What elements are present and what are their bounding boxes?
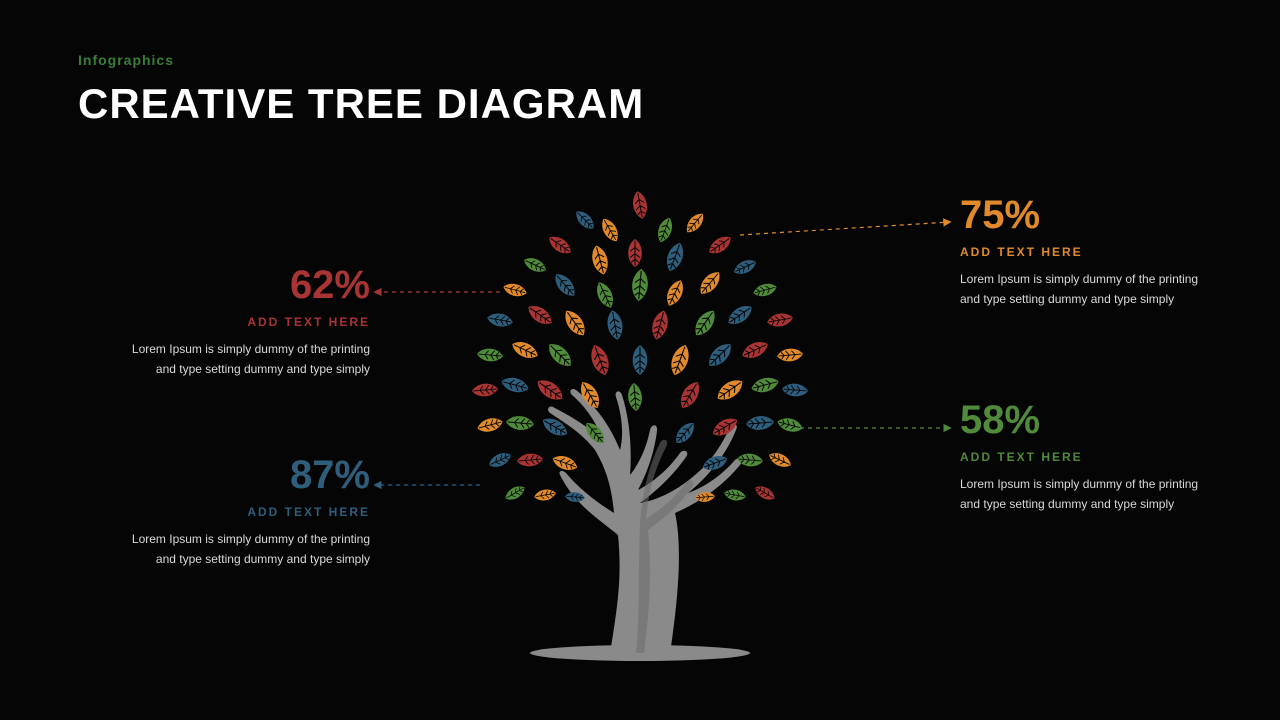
leaf-icon — [676, 378, 704, 411]
leaf-icon — [503, 483, 527, 503]
leaf-icon — [631, 190, 649, 220]
tree-trunk — [548, 389, 741, 653]
tree-leaves — [471, 190, 808, 503]
leaf-icon — [690, 307, 719, 340]
leaf-icon — [587, 342, 613, 377]
leaf-icon — [534, 375, 567, 404]
leaf-icon — [589, 244, 611, 277]
leaf-icon — [725, 301, 756, 328]
leaf-icon — [628, 239, 642, 267]
callout-value: 62% — [110, 265, 370, 305]
leaf-icon — [476, 348, 503, 363]
leaf-icon — [739, 338, 770, 362]
callout-subtitle: ADD TEXT HERE — [110, 505, 370, 519]
eyebrow-label: Infographics — [78, 52, 644, 68]
leaf-icon — [551, 270, 579, 300]
leaf-icon — [723, 488, 747, 502]
leaf-icon — [533, 488, 557, 502]
leaf-icon — [476, 416, 504, 435]
leaf-icon — [672, 419, 698, 447]
tree-diagram — [400, 175, 880, 675]
leaf-icon — [706, 232, 735, 257]
callout-value: 87% — [110, 455, 370, 495]
leaf-icon — [572, 207, 597, 232]
leaf-icon — [776, 348, 803, 363]
leaf-icon — [655, 216, 676, 245]
callout-blue: 87% ADD TEXT HERE Lorem Ipsum is simply … — [110, 455, 370, 570]
leaf-icon — [683, 210, 707, 236]
leaf-icon — [471, 383, 498, 398]
leaf-icon — [598, 216, 622, 245]
leaf-icon — [750, 375, 781, 395]
leaf-icon — [500, 375, 531, 395]
callout-description: Lorem Ipsum is simply dummy of the print… — [110, 339, 370, 380]
callout-description: Lorem Ipsum is simply dummy of the print… — [960, 269, 1220, 310]
callout-orange: 75% ADD TEXT HERE Lorem Ipsum is simply … — [960, 195, 1220, 310]
leaf-icon — [781, 383, 808, 398]
leaf-icon — [633, 345, 648, 375]
leaf-icon — [704, 339, 736, 371]
callout-value: 58% — [960, 400, 1220, 440]
callout-description: Lorem Ipsum is simply dummy of the print… — [110, 529, 370, 570]
leaf-icon — [560, 307, 589, 340]
leaf-icon — [486, 312, 514, 329]
callout-subtitle: ADD TEXT HERE — [960, 245, 1220, 259]
header: Infographics CREATIVE TREE DIAGRAM — [78, 52, 644, 128]
callout-subtitle: ADD TEXT HERE — [960, 450, 1220, 464]
leaf-icon — [732, 257, 759, 278]
leaf-icon — [745, 415, 774, 431]
leaf-icon — [736, 453, 763, 468]
leaf-icon — [544, 339, 576, 371]
callout-red: 62% ADD TEXT HERE Lorem Ipsum is simply … — [110, 265, 370, 380]
leaf-icon — [667, 342, 693, 377]
leaf-icon — [605, 309, 625, 341]
leaf-icon — [663, 240, 687, 273]
leaf-icon — [551, 453, 580, 474]
leaf-icon — [487, 450, 514, 471]
leaf-icon — [516, 453, 543, 468]
leaf-icon — [546, 232, 575, 257]
callout-green: 58% ADD TEXT HERE Lorem Ipsum is simply … — [960, 400, 1220, 515]
leaf-icon — [627, 382, 643, 411]
callout-subtitle: ADD TEXT HERE — [110, 315, 370, 329]
leaf-icon — [696, 268, 724, 298]
leaf-icon — [766, 312, 794, 329]
leaf-icon — [522, 255, 549, 276]
leaf-icon — [509, 338, 540, 362]
leaf-icon — [593, 279, 617, 310]
leaf-icon — [525, 301, 556, 328]
callout-value: 75% — [960, 195, 1220, 235]
leaf-icon — [663, 277, 687, 308]
leaf-icon — [753, 483, 777, 503]
leaf-icon — [649, 309, 671, 342]
page-title: CREATIVE TREE DIAGRAM — [78, 80, 644, 128]
leaf-icon — [752, 281, 778, 299]
leaf-icon — [767, 450, 794, 471]
leaf-icon — [776, 416, 804, 435]
leaf-icon — [714, 375, 747, 404]
callout-description: Lorem Ipsum is simply dummy of the print… — [960, 474, 1220, 515]
leaf-icon — [502, 281, 528, 299]
leaf-icon — [505, 415, 534, 431]
leaf-icon — [631, 268, 649, 301]
